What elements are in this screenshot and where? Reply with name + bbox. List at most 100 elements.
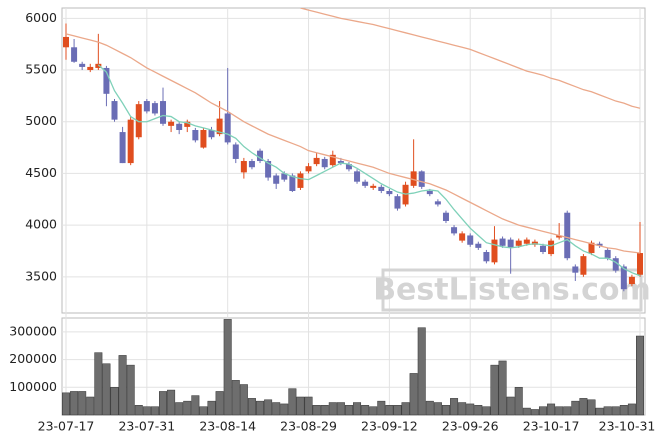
- candle-body: [111, 101, 118, 120]
- x-tick-label: 23-08-14: [199, 419, 256, 434]
- candle-body: [63, 36, 69, 48]
- candle-body: [483, 252, 490, 262]
- y-tick-label: 3500: [25, 268, 57, 283]
- volume-bar: [62, 392, 70, 416]
- candle-body: [523, 239, 530, 244]
- candle-body: [200, 130, 207, 148]
- volume-bar: [199, 406, 208, 416]
- candle-body: [281, 173, 288, 180]
- volume-bar: [215, 391, 224, 416]
- candle-body: [329, 154, 336, 166]
- volume-bar: [150, 406, 159, 416]
- moving-average-line: [300, 8, 641, 109]
- candle-body: [467, 235, 474, 245]
- y-tick-label: 300000: [9, 323, 57, 338]
- candle-body: [580, 256, 587, 275]
- moving-averages: [65, 8, 641, 277]
- y-tick-label: 4000: [25, 217, 57, 232]
- volume-bar: [627, 403, 636, 416]
- volume-bar: [522, 407, 531, 416]
- candle-body: [119, 132, 126, 164]
- candle-body: [386, 191, 393, 195]
- x-tick-label: 23-09-26: [442, 419, 499, 434]
- x-tick-label: 23-08-29: [280, 419, 337, 434]
- volume-bar: [320, 405, 329, 416]
- candle-body: [87, 66, 94, 71]
- candle-body: [370, 185, 377, 188]
- volume-bar: [611, 406, 620, 416]
- candle-body: [184, 121, 191, 127]
- x-tick-label: 23-07-31: [118, 419, 175, 434]
- candle-body: [499, 238, 506, 246]
- volume-bar: [587, 399, 596, 416]
- candle-body: [612, 258, 619, 271]
- volume-bar: [134, 405, 143, 416]
- moving-average-line: [65, 33, 641, 254]
- volume-bar: [603, 406, 612, 416]
- volume-bar: [110, 387, 119, 416]
- candle-body: [71, 47, 78, 62]
- volume-bar: [239, 384, 248, 416]
- candle-body: [127, 119, 134, 164]
- volume-bar: [530, 409, 539, 416]
- candle-body: [588, 242, 595, 254]
- volume-bar: [450, 398, 459, 416]
- volume-bar: [256, 400, 265, 416]
- volume-bar: [328, 402, 337, 416]
- volume-bar: [118, 355, 127, 416]
- candle-body: [289, 175, 296, 191]
- volume-bar: [547, 403, 556, 416]
- watermark-box: [381, 268, 643, 312]
- x-tick-label: 23-09-12: [361, 419, 418, 434]
- volume-bar: [425, 400, 434, 416]
- volume-bar: [94, 352, 103, 416]
- volume-bar: [296, 396, 305, 416]
- volume-bar: [506, 396, 515, 416]
- volume-bar: [142, 406, 151, 416]
- candle-body: [491, 239, 498, 263]
- volume-bar: [369, 406, 378, 416]
- volume-bar: [272, 402, 281, 416]
- candle-body: [515, 240, 522, 246]
- volume-bar: [361, 405, 370, 416]
- candle-body: [265, 161, 272, 178]
- candle-body: [475, 243, 482, 248]
- x-tick-label: 23-10-17: [523, 419, 580, 434]
- marks: [62, 8, 644, 416]
- volume-bar: [288, 388, 297, 416]
- volume-bar: [70, 391, 79, 416]
- y-tick-label: 5000: [25, 113, 57, 128]
- x-tick-label: 23-07-17: [38, 419, 95, 434]
- volume-bar: [304, 396, 313, 416]
- candle-body: [248, 161, 255, 168]
- candle-body: [434, 201, 441, 205]
- candle-body: [305, 166, 312, 172]
- volume-bar: [401, 402, 410, 416]
- candle-body: [426, 191, 433, 195]
- candle-body: [564, 212, 571, 259]
- volume-bar: [514, 387, 523, 416]
- candle-body: [442, 212, 449, 221]
- candle-body: [232, 144, 239, 159]
- candle-body: [604, 249, 611, 259]
- candle-body: [321, 158, 328, 168]
- volume-bar: [433, 402, 442, 416]
- candle-body: [507, 239, 514, 248]
- volume-bar: [247, 398, 256, 416]
- candle-body: [151, 103, 158, 114]
- volume-bar: [353, 402, 362, 416]
- volume-bar: [336, 402, 345, 416]
- candle-body: [143, 101, 150, 112]
- volume-bar: [458, 402, 467, 416]
- volume-bar: [175, 402, 184, 416]
- volume-bar: [619, 405, 628, 416]
- volume-bar: [377, 400, 386, 416]
- volume-bar: [441, 405, 450, 416]
- candle-body: [539, 245, 546, 252]
- volume-bar: [482, 406, 491, 416]
- candle-body: [451, 227, 458, 234]
- candle-body: [168, 121, 175, 126]
- candle-body: [637, 253, 643, 275]
- candle-body: [160, 101, 167, 124]
